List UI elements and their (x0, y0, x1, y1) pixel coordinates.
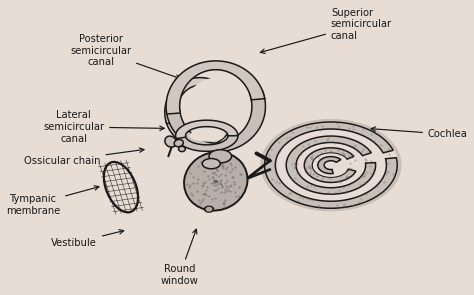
Circle shape (204, 206, 213, 212)
Ellipse shape (184, 152, 247, 211)
Circle shape (261, 119, 401, 211)
Polygon shape (318, 157, 341, 174)
Polygon shape (166, 61, 264, 114)
Ellipse shape (202, 158, 220, 169)
Ellipse shape (180, 90, 220, 135)
Ellipse shape (189, 130, 224, 142)
Text: Cochlea: Cochlea (371, 127, 468, 139)
Polygon shape (175, 120, 238, 139)
Ellipse shape (209, 150, 232, 163)
Text: Superior
semicircular
canal: Superior semicircular canal (260, 8, 392, 53)
Polygon shape (166, 93, 235, 147)
Circle shape (206, 207, 212, 211)
Text: Tympanic
membrane: Tympanic membrane (6, 186, 99, 216)
Polygon shape (176, 135, 238, 151)
Text: Lateral
semicircular
canal: Lateral semicircular canal (43, 110, 164, 144)
Ellipse shape (179, 146, 185, 152)
Ellipse shape (174, 140, 183, 147)
Polygon shape (313, 153, 346, 177)
Circle shape (264, 122, 398, 209)
Text: Round
window: Round window (161, 229, 199, 286)
Polygon shape (165, 78, 231, 124)
Text: Vestibule: Vestibule (51, 230, 124, 248)
Polygon shape (264, 122, 397, 208)
Polygon shape (304, 148, 356, 182)
Text: Posterior
semicircular
canal: Posterior semicircular canal (70, 34, 180, 79)
Polygon shape (298, 144, 364, 186)
Ellipse shape (165, 136, 176, 147)
Ellipse shape (186, 78, 245, 135)
Polygon shape (286, 136, 375, 194)
Polygon shape (166, 91, 265, 152)
Text: Ossicular chain: Ossicular chain (24, 148, 144, 166)
Polygon shape (278, 130, 384, 200)
